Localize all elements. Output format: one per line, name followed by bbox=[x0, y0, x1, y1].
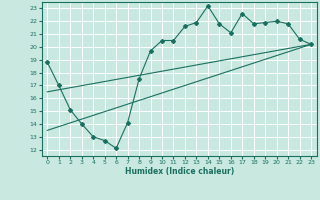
X-axis label: Humidex (Indice chaleur): Humidex (Indice chaleur) bbox=[124, 167, 234, 176]
